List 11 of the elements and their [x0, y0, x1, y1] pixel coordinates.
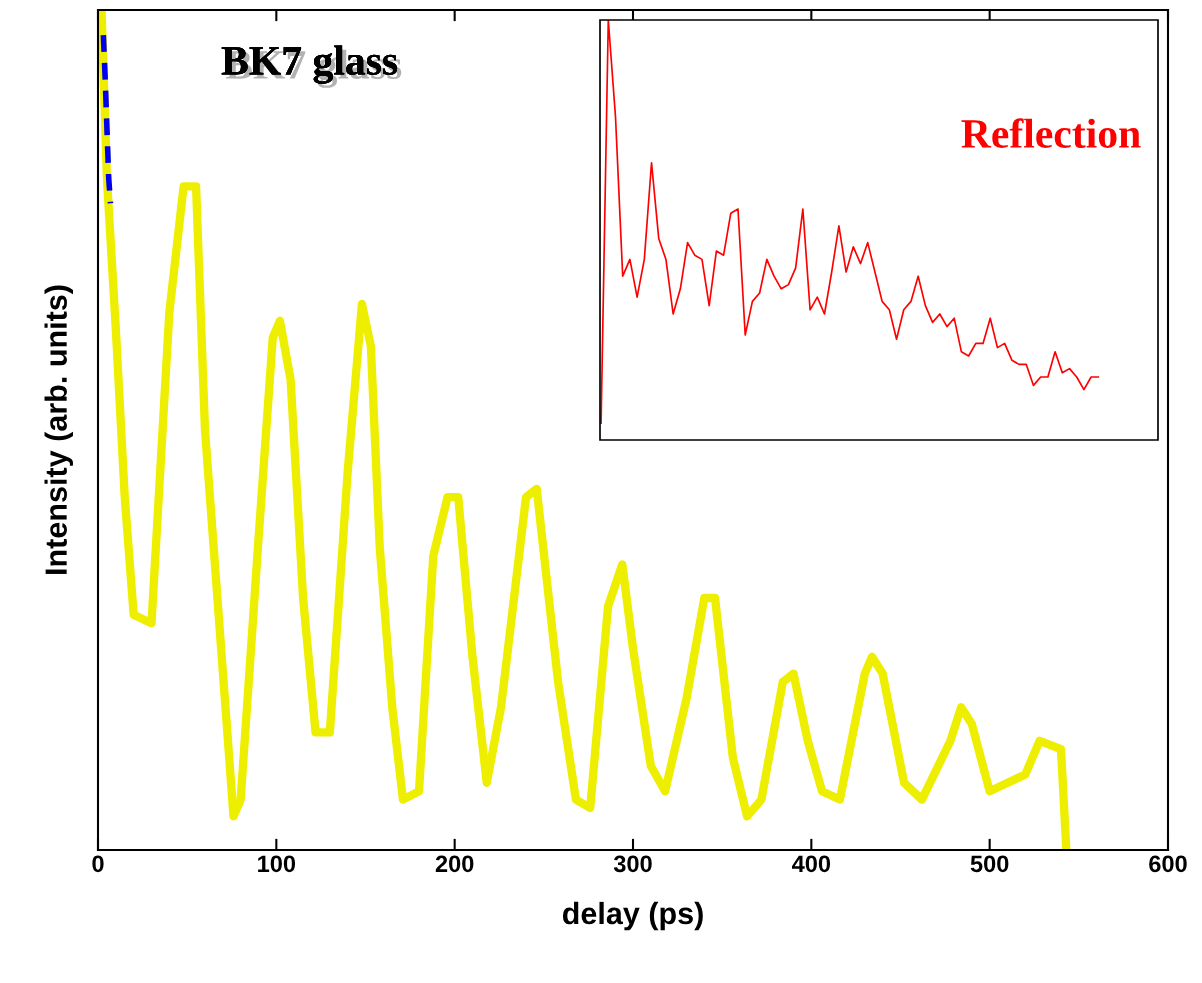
x-tick-label: 300	[613, 855, 652, 873]
x-tick-label: 200	[435, 855, 474, 873]
x-tick-label: 500	[970, 855, 1009, 873]
x-axis-title: delay (ps)	[562, 901, 703, 931]
x-tick-label: 600	[1149, 855, 1187, 873]
x-tick-label: 0	[92, 855, 104, 873]
x-tick-label: 100	[258, 855, 296, 873]
text: Reflection	[961, 118, 1141, 149]
x-tick-label: 400	[792, 855, 831, 873]
y-axis-title: Intensity (arb. units)	[44, 285, 73, 574]
annotation: BK7 glass	[221, 45, 402, 88]
